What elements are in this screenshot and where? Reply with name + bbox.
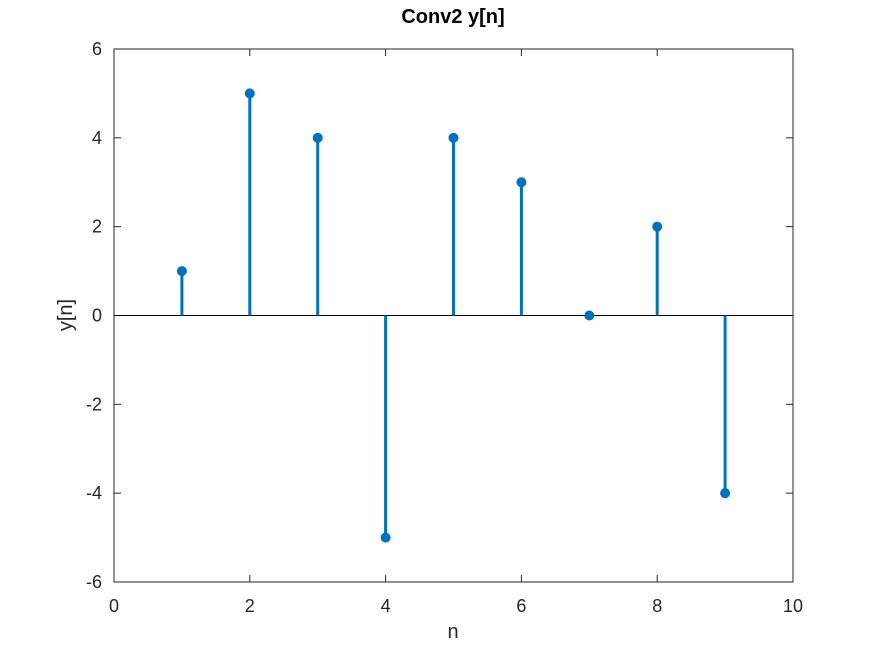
stem-marker: [244, 88, 255, 99]
axes-frame: [113, 48, 794, 583]
x-tick-label: 0: [109, 596, 119, 616]
stem-marker: [448, 132, 459, 143]
stem-marker: [380, 532, 391, 543]
stem-marker: [516, 177, 527, 188]
stem-marker: [652, 221, 663, 232]
y-tick-label: 4: [92, 128, 102, 148]
y-tick-label: -2: [86, 394, 102, 414]
x-axis-label: n: [447, 621, 458, 643]
x-tick-label: 6: [516, 596, 526, 616]
x-tick-label: 4: [381, 596, 391, 616]
y-tick-label: -6: [86, 572, 102, 592]
y-tick-label: 0: [92, 306, 102, 326]
x-tick-label: 10: [783, 596, 803, 616]
x-tick-label: 8: [652, 596, 662, 616]
stem-marker: [584, 310, 595, 321]
y-tick-label: 2: [92, 217, 102, 237]
axes-layer: 0 2 4 6 8 10 -6 -4 -2 0 2 4 6: [86, 39, 803, 616]
y-axis-label: y[n]: [55, 299, 77, 331]
stem-marker: [176, 266, 187, 277]
x-tick-label: 2: [245, 596, 255, 616]
chart-title: Conv2 y[n]: [401, 6, 504, 28]
y-tick-label: 6: [92, 39, 102, 59]
stems-layer: [114, 88, 793, 543]
stem-marker: [312, 132, 323, 143]
axes-box: [113, 48, 794, 583]
y-tick-label: -4: [86, 483, 102, 503]
stem-marker: [720, 488, 731, 499]
